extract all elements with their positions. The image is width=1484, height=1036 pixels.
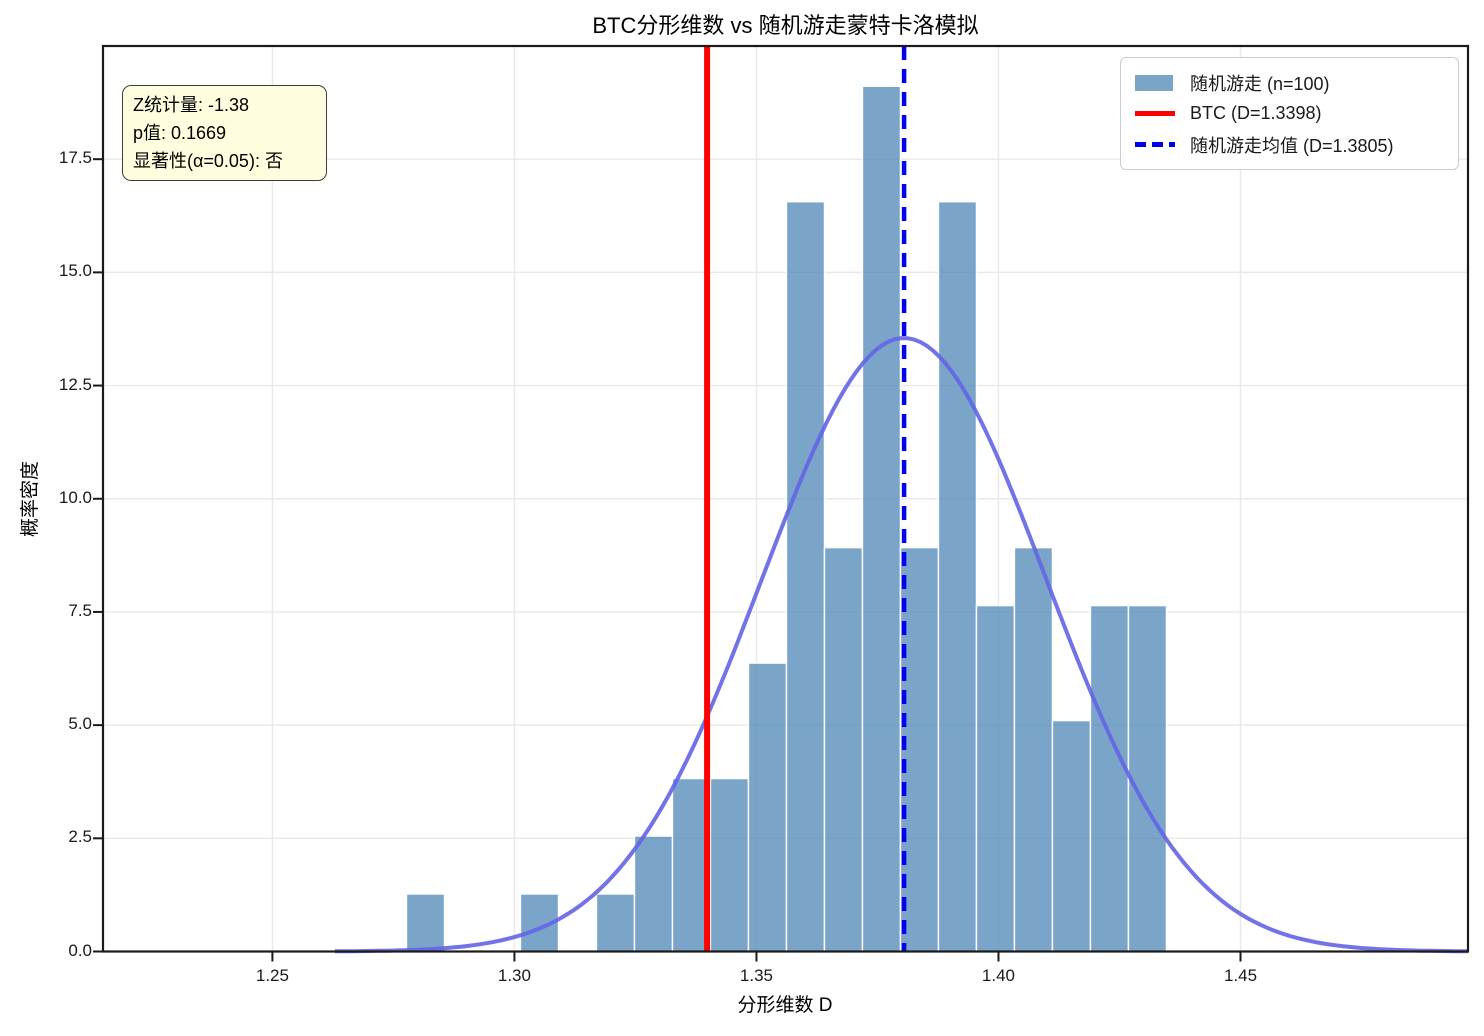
- x-tick-label: 1.30: [497, 965, 531, 985]
- legend-label-random-walk: 随机游走 (n=100): [1190, 73, 1330, 94]
- chart-title: BTC分形维数 vs 随机游走蒙特卡洛模拟: [592, 13, 979, 38]
- x-tick-label: 1.25: [255, 965, 289, 985]
- histogram-bar: [937, 201, 978, 953]
- z-statistic-text: Z统计量: -1.38: [133, 95, 250, 115]
- legend-item-mean: 随机游走均值 (D=1.3805): [1135, 129, 1444, 160]
- stats-annotation-box: Z统计量: -1.38 p值: 0.1669 显著性(α=0.05): 否: [122, 85, 327, 181]
- plot-frame: [101, 44, 1470, 953]
- x-tick-label: 1.35: [739, 965, 773, 985]
- histogram-bar: [823, 546, 864, 953]
- y-tick-label: 12.5: [58, 374, 92, 394]
- y-tick-label: 2.5: [68, 827, 92, 847]
- y-tick-label: 15.0: [58, 261, 92, 281]
- p-value-text: p值: 0.1669: [133, 123, 227, 143]
- histogram-bar: [1127, 604, 1168, 953]
- dashed-line-swatch-icon: [1135, 142, 1175, 147]
- legend-item-random-walk: 随机游走 (n=100): [1135, 67, 1444, 98]
- histogram-bar: [899, 546, 940, 953]
- normal-fit-curve: [334, 336, 1469, 954]
- legend-label-mean: 随机游走均值 (D=1.3805): [1190, 135, 1394, 156]
- histogram-bar: [595, 893, 636, 953]
- y-tick-label: 5.0: [68, 714, 92, 734]
- histogram-bar: [633, 835, 674, 953]
- histogram-bar: [747, 662, 788, 953]
- histogram-bar: [709, 777, 750, 953]
- y-tick-label: 0.0: [68, 940, 92, 960]
- x-axis-label: 分形维数 D: [737, 995, 833, 1016]
- y-tick-label: 10.0: [58, 487, 92, 507]
- y-tick-label: 7.5: [68, 600, 92, 620]
- histogram-swatch-icon: [1135, 74, 1175, 91]
- legend-label-btc: BTC (D=1.3398): [1190, 103, 1322, 123]
- histogram-bar: [861, 85, 902, 953]
- x-tick-label: 1.40: [981, 965, 1016, 985]
- x-tick-label: 1.45: [1223, 965, 1258, 985]
- histogram-bar: [1089, 604, 1130, 953]
- legend: 随机游走 (n=100) BTC (D=1.3398) 随机游走均值 (D=1.…: [1120, 57, 1459, 170]
- histogram-bar: [405, 893, 446, 953]
- histogram-bar: [785, 201, 826, 953]
- histogram-bar: [1013, 546, 1054, 953]
- histogram-bar: [1051, 719, 1092, 953]
- significance-text: 显著性(α=0.05): 否: [133, 151, 283, 171]
- legend-item-btc: BTC (D=1.3398): [1135, 98, 1444, 129]
- histogram-bar: [975, 604, 1016, 953]
- y-tick-label: 17.5: [58, 148, 92, 168]
- red-line-swatch-icon: [1135, 111, 1175, 116]
